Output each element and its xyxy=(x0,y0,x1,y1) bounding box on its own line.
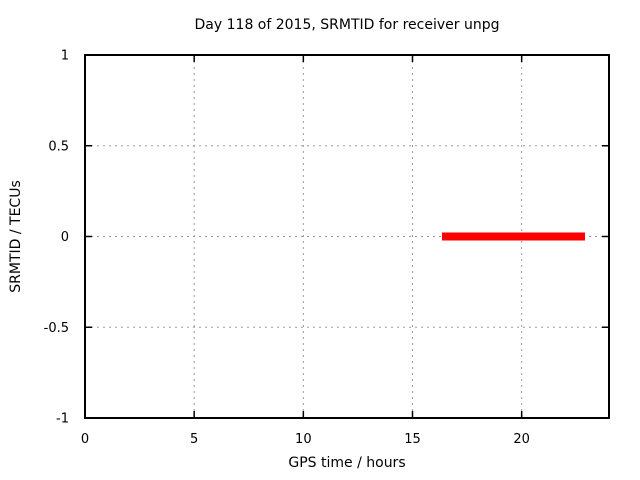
x-tick-labels: 0 5 10 15 20 xyxy=(81,432,530,447)
y-tick-label: 1 xyxy=(61,49,69,64)
x-tick-label: 0 xyxy=(81,432,89,447)
x-tick-label: 10 xyxy=(295,432,312,447)
x-tick-label: 5 xyxy=(190,432,198,447)
x-tick-label: 20 xyxy=(513,432,530,447)
y-tick-label: 0.5 xyxy=(48,139,69,154)
y-axis-label: SRMTID / TECUs xyxy=(8,180,24,293)
y-tick-labels: 1 0.5 0 -0.5 -1 xyxy=(44,49,69,427)
chart-title: Day 118 of 2015, SRMTID for receiver unp… xyxy=(195,17,500,33)
axis-ticks xyxy=(84,54,609,419)
x-axis-label: GPS time / hours xyxy=(288,455,405,471)
y-tick-label: -1 xyxy=(56,412,69,427)
y-tick-label: -0.5 xyxy=(44,321,69,336)
x-tick-label: 15 xyxy=(404,432,421,447)
y-tick-label: 0 xyxy=(61,230,69,245)
